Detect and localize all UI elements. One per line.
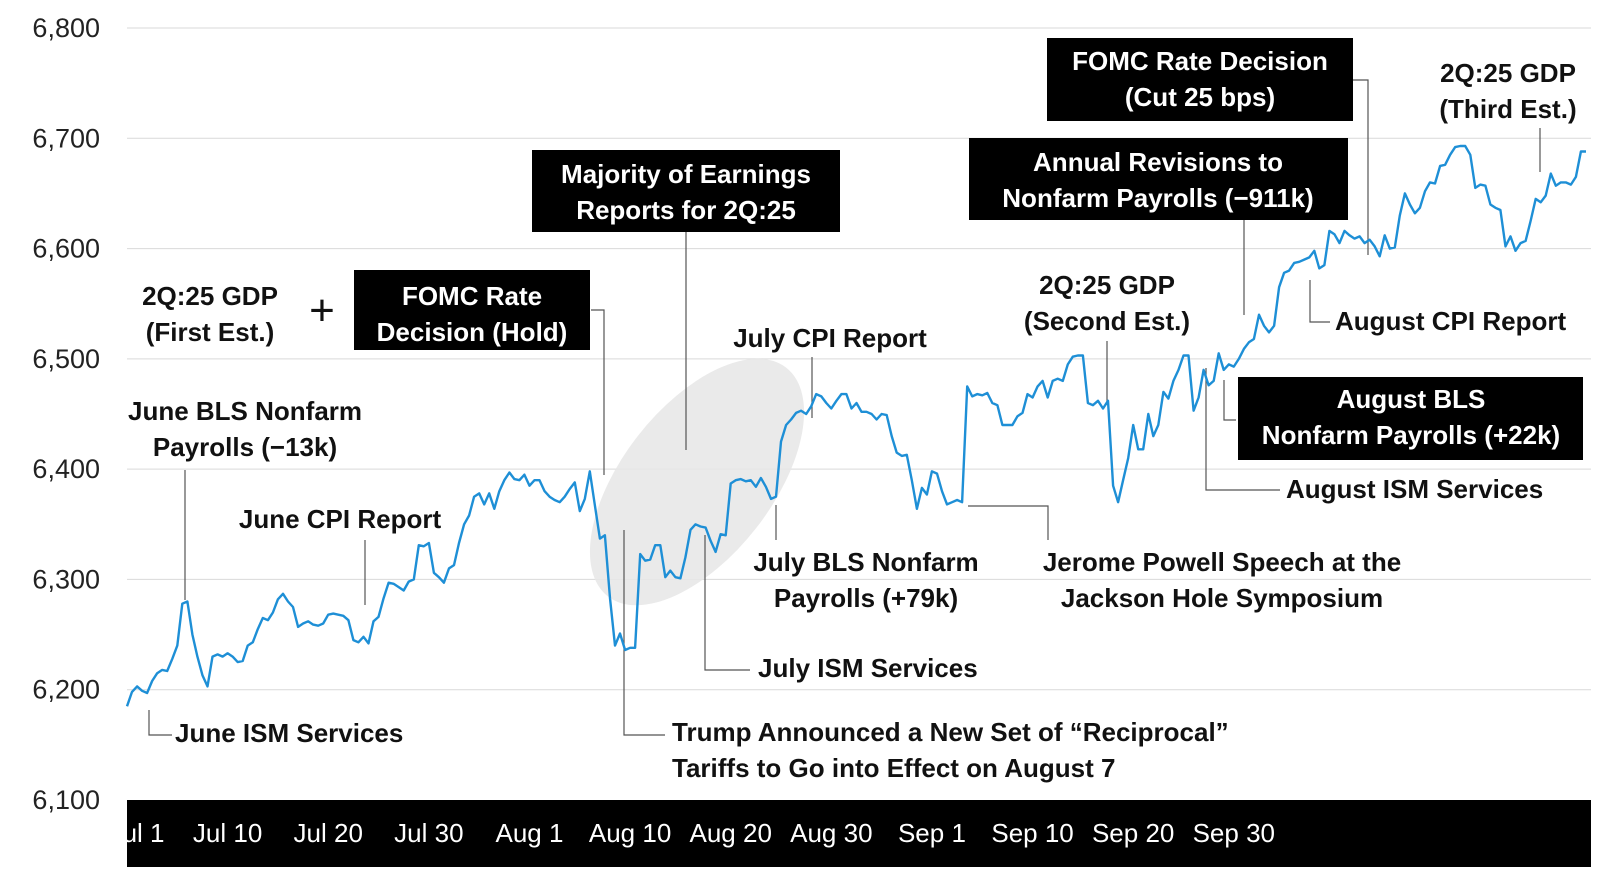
gridlines (127, 27, 1591, 691)
annotation-text: Jackson Hole Symposium (1061, 583, 1383, 613)
annotation-text: (Third Est.) (1439, 94, 1576, 124)
y-axis-tick-labels: 6,100 6,200 6,300 6,400 6,500 6,600 6,700 6,800 (32, 13, 100, 815)
annotation-text: Nonfarm Payrolls (+22k) (1262, 420, 1560, 450)
event-annotation: July ISM Services (758, 653, 978, 683)
y-tick-label: 6,700 (32, 123, 100, 153)
annotation-text: Decision (Hold) (377, 317, 568, 347)
annotation-text: Payrolls (−13k) (153, 432, 337, 462)
y-tick-label: 6,200 (32, 675, 100, 705)
x-tick-label: Aug 1 (495, 818, 563, 848)
annotation-text: August ISM Services (1286, 474, 1543, 504)
annotation-text: Nonfarm Payrolls (−911k) (1002, 183, 1313, 213)
event-annotation: August BLS Nonfarm Payrolls (+22k) (1238, 377, 1583, 460)
annotation-text: Annual Revisions to (1033, 147, 1283, 177)
event-annotation: June BLS Nonfarm Payrolls (−13k) (128, 396, 362, 462)
x-tick-label: Aug 10 (589, 818, 671, 848)
annotation-text: July ISM Services (758, 653, 978, 683)
event-annotation: FOMC Rate Decision (Cut 25 bps) (1047, 38, 1353, 121)
annotation-leader-lines (148, 79, 1541, 736)
y-tick-label: 6,400 (32, 454, 100, 484)
event-annotations: June ISM Services June BLS Nonfarm Payroll… (128, 38, 1583, 783)
x-axis-tick-labels: Jul 1 Jul 10 Jul 20 Jul 30 Aug 1 Aug 10 Aug 20… (110, 818, 1275, 848)
x-tick-label: Sep 30 (1193, 818, 1275, 848)
annotation-leader (1223, 380, 1236, 421)
annotation-leader (968, 505, 1049, 540)
annotation-leader (1309, 280, 1330, 323)
annotation-text: FOMC Rate Decision (1072, 46, 1328, 76)
annotation-text: Majority of Earnings (561, 159, 811, 189)
event-annotation: August ISM Services (1286, 474, 1543, 504)
x-tick-label: Jul 1 (110, 818, 165, 848)
annotation-text: June ISM Services (175, 718, 403, 748)
annotation-leader (704, 535, 750, 671)
annotation-text: (Cut 25 bps) (1125, 82, 1275, 112)
event-annotation: June CPI Report (239, 504, 442, 534)
event-annotation: August CPI Report (1335, 306, 1566, 336)
annotation-text: FOMC Rate (402, 281, 542, 311)
event-annotation: July CPI Report (733, 323, 927, 353)
event-annotation: FOMC Rate Decision (Hold) (354, 270, 590, 350)
annotation-text: 2Q:25 GDP (1440, 58, 1576, 88)
highlight-ellipse (589, 358, 805, 606)
event-annotation: July BLS Nonfarm Payrolls (+79k) (753, 547, 978, 613)
annotation-box (1047, 38, 1353, 121)
event-annotation: 2Q:25 GDP (Third Est.) (1439, 58, 1576, 124)
y-tick-label: 6,800 (32, 13, 100, 43)
annotation-text: Reports for 2Q:25 (576, 195, 796, 225)
x-tick-label: Sep 20 (1092, 818, 1174, 848)
event-annotation: Majority of Earnings Reports for 2Q:25 (532, 150, 840, 232)
annotation-leader (623, 530, 665, 736)
event-annotation: Trump Announced a New Set of “Reciprocal… (672, 717, 1229, 783)
annotation-text: Trump Announced a New Set of “Reciprocal… (672, 717, 1229, 747)
annotation-text: Jerome Powell Speech at the (1043, 547, 1401, 577)
annotation-text: July CPI Report (733, 323, 927, 353)
annotation-text: 2Q:25 GDP (142, 281, 278, 311)
x-tick-label: Jul 30 (394, 818, 463, 848)
y-tick-label: 6,500 (32, 344, 100, 374)
annotation-text: (First Est.) (146, 317, 275, 347)
event-annotation: Annual Revisions to Nonfarm Payrolls (−91… (969, 138, 1348, 220)
annotation-leader (1205, 368, 1280, 491)
annotation-text: 2Q:25 GDP (1039, 270, 1175, 300)
plus-symbol: + (309, 286, 335, 335)
annotation-text: August BLS (1337, 384, 1486, 414)
annotation-text: Payrolls (+79k) (774, 583, 958, 613)
annotation-box (532, 150, 840, 232)
event-annotation: 2Q:25 GDP (First Est.) (142, 281, 278, 347)
index-series-line (125, 144, 1586, 707)
annotation-text: (Second Est.) (1024, 306, 1190, 336)
event-annotation: 2Q:25 GDP (Second Est.) (1024, 270, 1190, 336)
annotation-leader (1353, 79, 1369, 255)
annotation-box (969, 138, 1348, 220)
annotation-leader (148, 710, 172, 736)
y-tick-label: 6,100 (32, 785, 100, 815)
y-tick-label: 6,600 (32, 234, 100, 264)
x-tick-label: Jul 10 (193, 818, 262, 848)
x-tick-label: Sep 1 (898, 818, 966, 848)
annotation-text: Tariffs to Go into Effect on August 7 (672, 753, 1115, 783)
y-tick-label: 6,300 (32, 564, 100, 594)
event-annotation: June ISM Services (175, 718, 403, 748)
annotation-text: June CPI Report (239, 504, 442, 534)
annotation-box (1238, 377, 1583, 460)
annotation-text: June BLS Nonfarm (128, 396, 362, 426)
x-tick-label: Sep 10 (991, 818, 1073, 848)
annotation-text: August CPI Report (1335, 306, 1566, 336)
x-tick-label: Aug 20 (690, 818, 772, 848)
annotation-leader (591, 309, 605, 475)
x-tick-label: Jul 20 (294, 818, 363, 848)
x-axis-band (127, 800, 1591, 867)
annotation-text: July BLS Nonfarm (753, 547, 978, 577)
x-tick-label: Aug 30 (790, 818, 872, 848)
annotation-box (354, 270, 590, 350)
event-annotation: Jerome Powell Speech at the Jackson Hole … (1043, 547, 1401, 613)
